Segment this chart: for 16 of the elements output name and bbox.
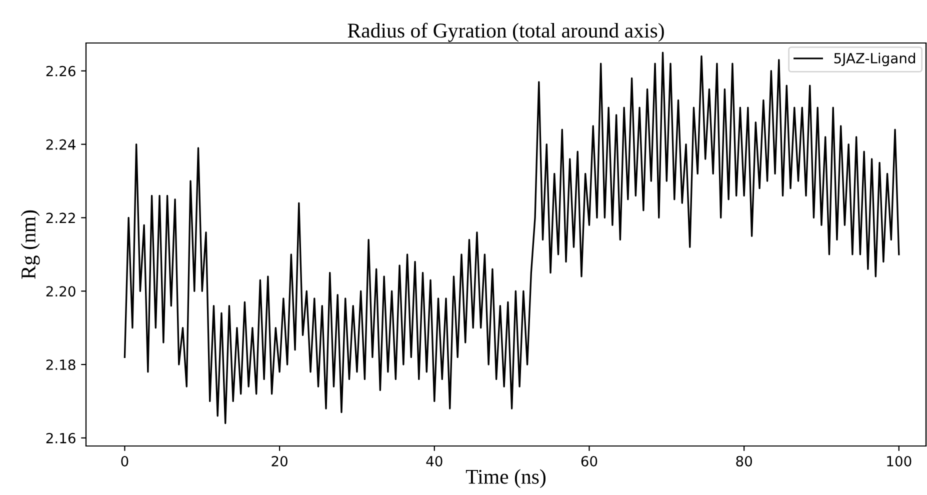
- y-axis-title: Rg (nm): [20, 210, 40, 279]
- x-tick-label: 0: [121, 456, 128, 466]
- y-tick-label: 2.24: [46, 139, 76, 150]
- x-axis-title: Time (ns): [466, 469, 546, 488]
- y-tick-label: 2.22: [46, 212, 75, 223]
- x-tick-label: 100: [887, 456, 912, 466]
- chart-title: Radius of Gyration (total around axis): [348, 22, 664, 42]
- y-tick-label: 2.20: [46, 286, 76, 297]
- legend-label: 5JAZ-Ligand: [834, 52, 916, 66]
- y-tick-label: 2.26: [46, 66, 76, 76]
- y-tick-label: 2.16: [46, 432, 76, 444]
- x-tick-label: 80: [736, 456, 752, 466]
- x-tick-label: 40: [426, 456, 442, 466]
- x-tick-label: 60: [581, 456, 598, 466]
- y-tick-label: 2.18: [46, 359, 76, 370]
- x-tick-label: 20: [272, 456, 288, 466]
